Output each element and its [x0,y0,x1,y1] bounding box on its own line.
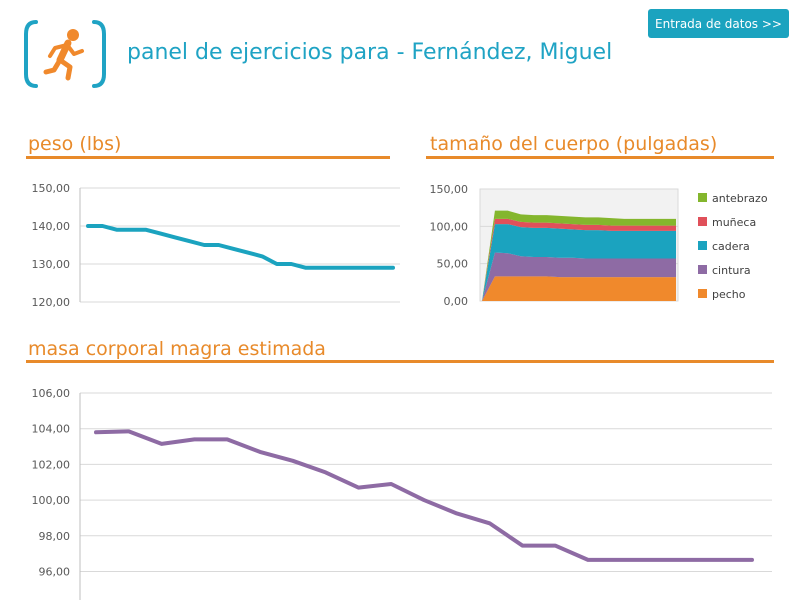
running-person-icon [24,20,106,88]
y-tick-label: 130,00 [32,258,71,271]
area-series-antebrazo [482,210,676,301]
y-tick-label: 98,00 [39,530,71,543]
series-line [94,429,754,562]
area-series-muñeca [482,218,676,301]
y-tick-label: 96,00 [39,565,71,578]
page-title: panel de ejercicios para - Fernández, Mi… [127,40,613,65]
weight-section-title: peso (lbs) [28,133,122,155]
y-tick-label: 102,00 [32,458,71,471]
y-tick-label: 0,00 [444,295,469,308]
legend-swatch [698,217,707,226]
y-tick-label: 50,00 [437,258,469,271]
area-series-pecho [482,276,676,301]
legend-swatch [698,289,707,298]
lean-mass-section-rule [26,360,774,363]
weight-chart: 150,00 140,00 130,00 120,00 [32,182,400,309]
body-size-section-title: tamaño del cuerpo (pulgadas) [430,133,718,155]
lean-mass-section-title: masa corporal magra estimada [28,338,326,360]
y-tick-label: 120,00 [32,296,71,309]
header: panel de ejercicios para - Fernández, Mi… [0,0,800,100]
weight-section-rule [26,156,390,159]
legend-label: muñeca [712,216,756,229]
body-size-chart: 150,00 100,00 50,00 0,00 antebrazo muñeca cade… [430,183,768,308]
area-series-cadera [482,224,676,301]
area-series-cintura [482,252,676,301]
body-size-section-rule [426,156,774,159]
y-tick-label: 150,00 [32,182,71,195]
series-line [86,224,395,270]
legend-swatch [698,241,707,250]
y-tick-label: 100,00 [430,220,469,233]
y-tick-label: 100,00 [32,494,71,507]
legend-swatch [698,193,707,202]
y-tick-label: 104,00 [32,423,71,436]
data-entry-button[interactable]: Entrada de datos >> [648,9,789,38]
legend-label: cadera [712,240,750,253]
legend-swatch [698,265,707,274]
legend-label: antebrazo [712,192,768,205]
legend-label: pecho [712,288,746,301]
legend-label: cintura [712,264,751,277]
y-tick-label: 150,00 [430,183,469,196]
y-tick-label: 140,00 [32,220,71,233]
y-tick-label: 106,00 [32,387,71,400]
